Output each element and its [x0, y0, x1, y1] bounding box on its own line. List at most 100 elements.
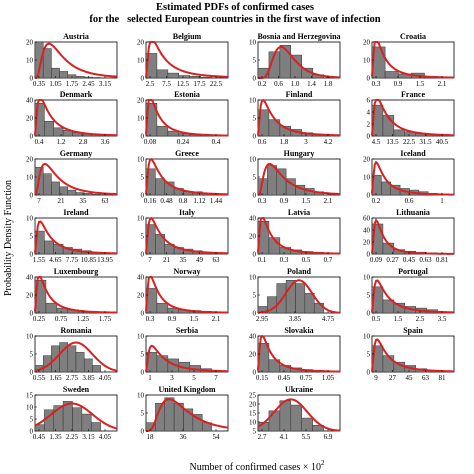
panel-title: Greece: [175, 149, 199, 158]
panel-title: Iceland: [400, 149, 426, 158]
x-tick-label: 0.08: [144, 138, 157, 146]
panel-title: Lithuania: [396, 208, 430, 217]
x-tick-label: 1.4: [307, 80, 316, 88]
y-tick-label: 10: [363, 333, 371, 341]
x-tick-label: 1.0: [291, 80, 300, 88]
panel-hungary: Hungary 10 5 00.3 0.9 1.5 2.1: [249, 149, 341, 205]
y-tick-label: 0: [141, 192, 145, 200]
x-tick-label: 0.2: [372, 197, 381, 205]
panel-luxembourg: Luxembourg 40 20 00.25 0.75 1.25 1.75: [26, 267, 118, 323]
x-tick-label: 3.15: [99, 80, 112, 88]
x-tick-label: 0.6: [405, 197, 414, 205]
x-tick-label: 22.5: [210, 80, 223, 88]
y-tick-label: 0: [253, 251, 257, 259]
x-tick-label: 0.3: [372, 80, 381, 88]
x-tick-label: 0.45: [33, 433, 46, 441]
x-tick-label: 7: [148, 256, 152, 264]
y-tick-label: 20: [26, 115, 34, 123]
x-tick-label: 0.3: [146, 315, 155, 323]
x-tick-label: 0.4: [35, 138, 44, 146]
x-tick-label: 4.1: [280, 433, 289, 441]
panel-title: Finland: [286, 90, 313, 99]
panel-title: Sweden: [63, 385, 90, 394]
x-tick-label: 2.1: [324, 197, 333, 205]
histogram-bar: [72, 407, 83, 432]
x-tick-label: 3.15: [82, 433, 95, 441]
x-tick-label: 7.75: [66, 256, 79, 264]
panel-slovakia: Slovakia 40 20 00.15 0.45 0.75 1.05: [249, 326, 341, 382]
x-tick-label: 4.05: [99, 433, 112, 441]
x-tick-label: 7: [37, 197, 41, 205]
panel-title: Latvia: [288, 208, 310, 217]
pdf-curve: [257, 334, 341, 373]
y-tick-label: 0: [30, 310, 34, 318]
histogram-bar: [34, 280, 47, 314]
x-tick-label: 7: [214, 374, 218, 382]
x-tick-label: 0.6: [274, 80, 283, 88]
x-tick-label: 0.8: [179, 197, 188, 205]
pdf-curve: [34, 276, 118, 314]
histogram-bar: [164, 397, 175, 432]
y-tick-label: 10: [137, 215, 145, 223]
x-tick-label: 0.7: [324, 256, 333, 264]
y-tick-label: 20: [249, 233, 257, 241]
y-tick-label: 10: [26, 215, 34, 223]
x-tick-label: 1.65: [49, 374, 62, 382]
x-tick-label: 27: [389, 374, 397, 382]
x-tick-label: 35: [80, 197, 88, 205]
pdf-curve: [34, 162, 118, 196]
x-tick-label: 2.95: [256, 315, 269, 323]
pdf-curve: [145, 344, 229, 373]
y-tick-label: 10: [137, 392, 145, 400]
panel-title: Ukraine: [285, 385, 313, 394]
y-tick-label: 0: [367, 251, 371, 259]
x-tick-label: 0.9: [280, 197, 289, 205]
y-tick-label: 6: [367, 97, 371, 105]
x-axis-label-exponent: 2: [321, 459, 325, 467]
x-tick-label: 1.5: [416, 80, 425, 88]
x-tick-label: 1.44: [210, 197, 223, 205]
y-tick-label: 15: [249, 410, 257, 418]
histogram-bar: [156, 302, 169, 314]
panel-title: Italy: [179, 208, 195, 217]
y-tick-label: 40: [249, 333, 257, 341]
panel-austria: Austria 20 10 00.35 1.05 1.75 2.45 3.15: [26, 32, 118, 88]
y-tick-label: 0: [30, 75, 34, 83]
panel-norway: Norway 40 20 00.3 0.9 1.5 2.1: [137, 267, 229, 323]
histogram-bar: [59, 71, 69, 79]
y-tick-label: 40: [26, 274, 34, 282]
x-tick-label: 1.05: [49, 80, 62, 88]
y-tick-label: 10: [363, 174, 371, 182]
x-tick-label: 1.35: [49, 433, 62, 441]
panel-poland: Poland 10 5 02.95 3.85 4.75: [249, 267, 341, 323]
pdf-curve: [34, 341, 118, 372]
x-tick-label: 1: [148, 374, 152, 382]
y-tick-label: 5: [367, 292, 371, 300]
histogram-bar: [267, 165, 277, 196]
y-tick-label: 0: [141, 310, 145, 318]
pdf-curve: [257, 217, 341, 255]
x-tick-label: 2.5: [416, 315, 425, 323]
pdf-curve: [371, 160, 455, 196]
panel-serbia: Serbia 10 5 01 3 5 7: [137, 326, 229, 382]
y-tick-label: 0: [367, 192, 371, 200]
x-tick-label: 2.7: [258, 433, 267, 441]
y-tick-label: 5: [30, 416, 34, 424]
panel-latvia: Latvia 40 20 00.1 0.3 0.5 0.7: [249, 208, 341, 264]
pdf-curve: [145, 217, 229, 255]
y-tick-label: 40: [137, 274, 145, 282]
histogram-bar: [44, 121, 54, 137]
y-tick-label: 10: [137, 156, 145, 164]
y-tick-label: 20: [249, 351, 257, 359]
histogram-bar: [81, 413, 92, 432]
y-tick-label: 60: [363, 215, 371, 223]
panel-title: Ireland: [63, 208, 89, 217]
y-tick-label: 40: [363, 227, 371, 235]
y-tick-label: 0: [141, 369, 145, 377]
x-tick-label: 2.1: [438, 80, 447, 88]
x-tick-label: 0.5: [372, 315, 381, 323]
histogram-bar: [304, 293, 315, 314]
x-tick-label: 3.5: [438, 315, 447, 323]
